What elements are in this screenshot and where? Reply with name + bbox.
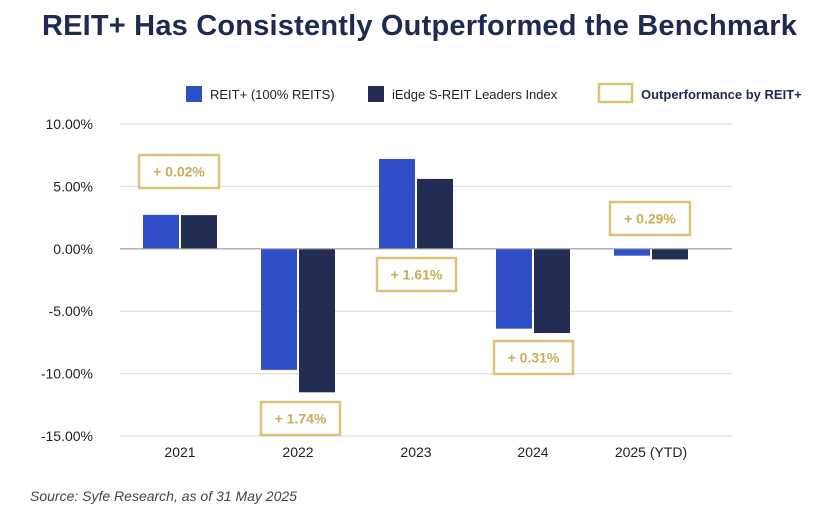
outperformance-box xyxy=(137,153,221,190)
source-note: Source: Syfe Research, as of 31 May 2025 xyxy=(30,488,297,504)
outperformance-annotations: + 0.02% + 1.74% + 1.61% + 0.31% + 0.29% xyxy=(137,153,692,437)
bar-index xyxy=(417,178,453,249)
legend: REIT+ (100% REITS) iEdge S-REIT Leaders … xyxy=(186,82,802,104)
legend-swatch-outperformance xyxy=(597,82,634,104)
x-tick-label: 2024 xyxy=(517,444,548,460)
outperformance-box xyxy=(608,200,692,237)
x-tick-label: 2023 xyxy=(400,444,431,460)
bar-reit-plus xyxy=(614,248,650,256)
y-axis-ticks: 10.00% 5.00% 0.00% -5.00% -10.00% -15.00% xyxy=(41,116,93,444)
outperformance-label: + 0.29% xyxy=(624,211,676,227)
bar-reit-plus xyxy=(261,248,297,370)
outperformance-label: + 1.61% xyxy=(391,267,443,283)
x-tick-label: 2022 xyxy=(282,444,313,460)
legend-label-outperformance: Outperformance by REIT+ xyxy=(641,87,802,102)
y-tick-label: -10.00% xyxy=(41,366,93,382)
x-axis-ticks: 2021 2022 2023 2024 2025 (YTD) xyxy=(164,444,687,460)
y-tick-label: -15.00% xyxy=(41,428,93,444)
bar-index xyxy=(181,215,217,249)
legend-label-reit-plus: REIT+ (100% REITS) xyxy=(210,87,335,102)
legend-swatch-reit-plus xyxy=(186,86,202,102)
outperformance-label: + 0.02% xyxy=(153,164,205,180)
bars-group xyxy=(143,158,688,393)
legend-label-index: iEdge S-REIT Leaders Index xyxy=(392,87,558,102)
bar-reit-plus xyxy=(143,214,179,249)
outperformance-box xyxy=(375,256,458,293)
y-tick-label: 5.00% xyxy=(53,178,93,194)
x-tick-label: 2021 xyxy=(164,444,195,460)
bar-reit-plus xyxy=(496,248,532,329)
bar-index xyxy=(534,248,570,334)
bar-reit-plus xyxy=(379,158,415,249)
outperformance-label: + 1.74% xyxy=(275,411,327,427)
legend-swatch-index xyxy=(368,86,384,102)
bar-index xyxy=(652,248,688,260)
y-tick-label: 0.00% xyxy=(53,241,93,257)
y-tick-label: 10.00% xyxy=(46,116,93,132)
x-tick-label: 2025 (YTD) xyxy=(615,444,687,460)
outperformance-label: + 0.31% xyxy=(508,350,560,366)
y-tick-label: -5.00% xyxy=(49,303,93,319)
bar-index xyxy=(299,248,335,393)
outperformance-box xyxy=(492,339,575,376)
chart-title: REIT+ Has Consistently Outperformed the … xyxy=(41,10,798,42)
outperformance-box xyxy=(259,400,342,437)
